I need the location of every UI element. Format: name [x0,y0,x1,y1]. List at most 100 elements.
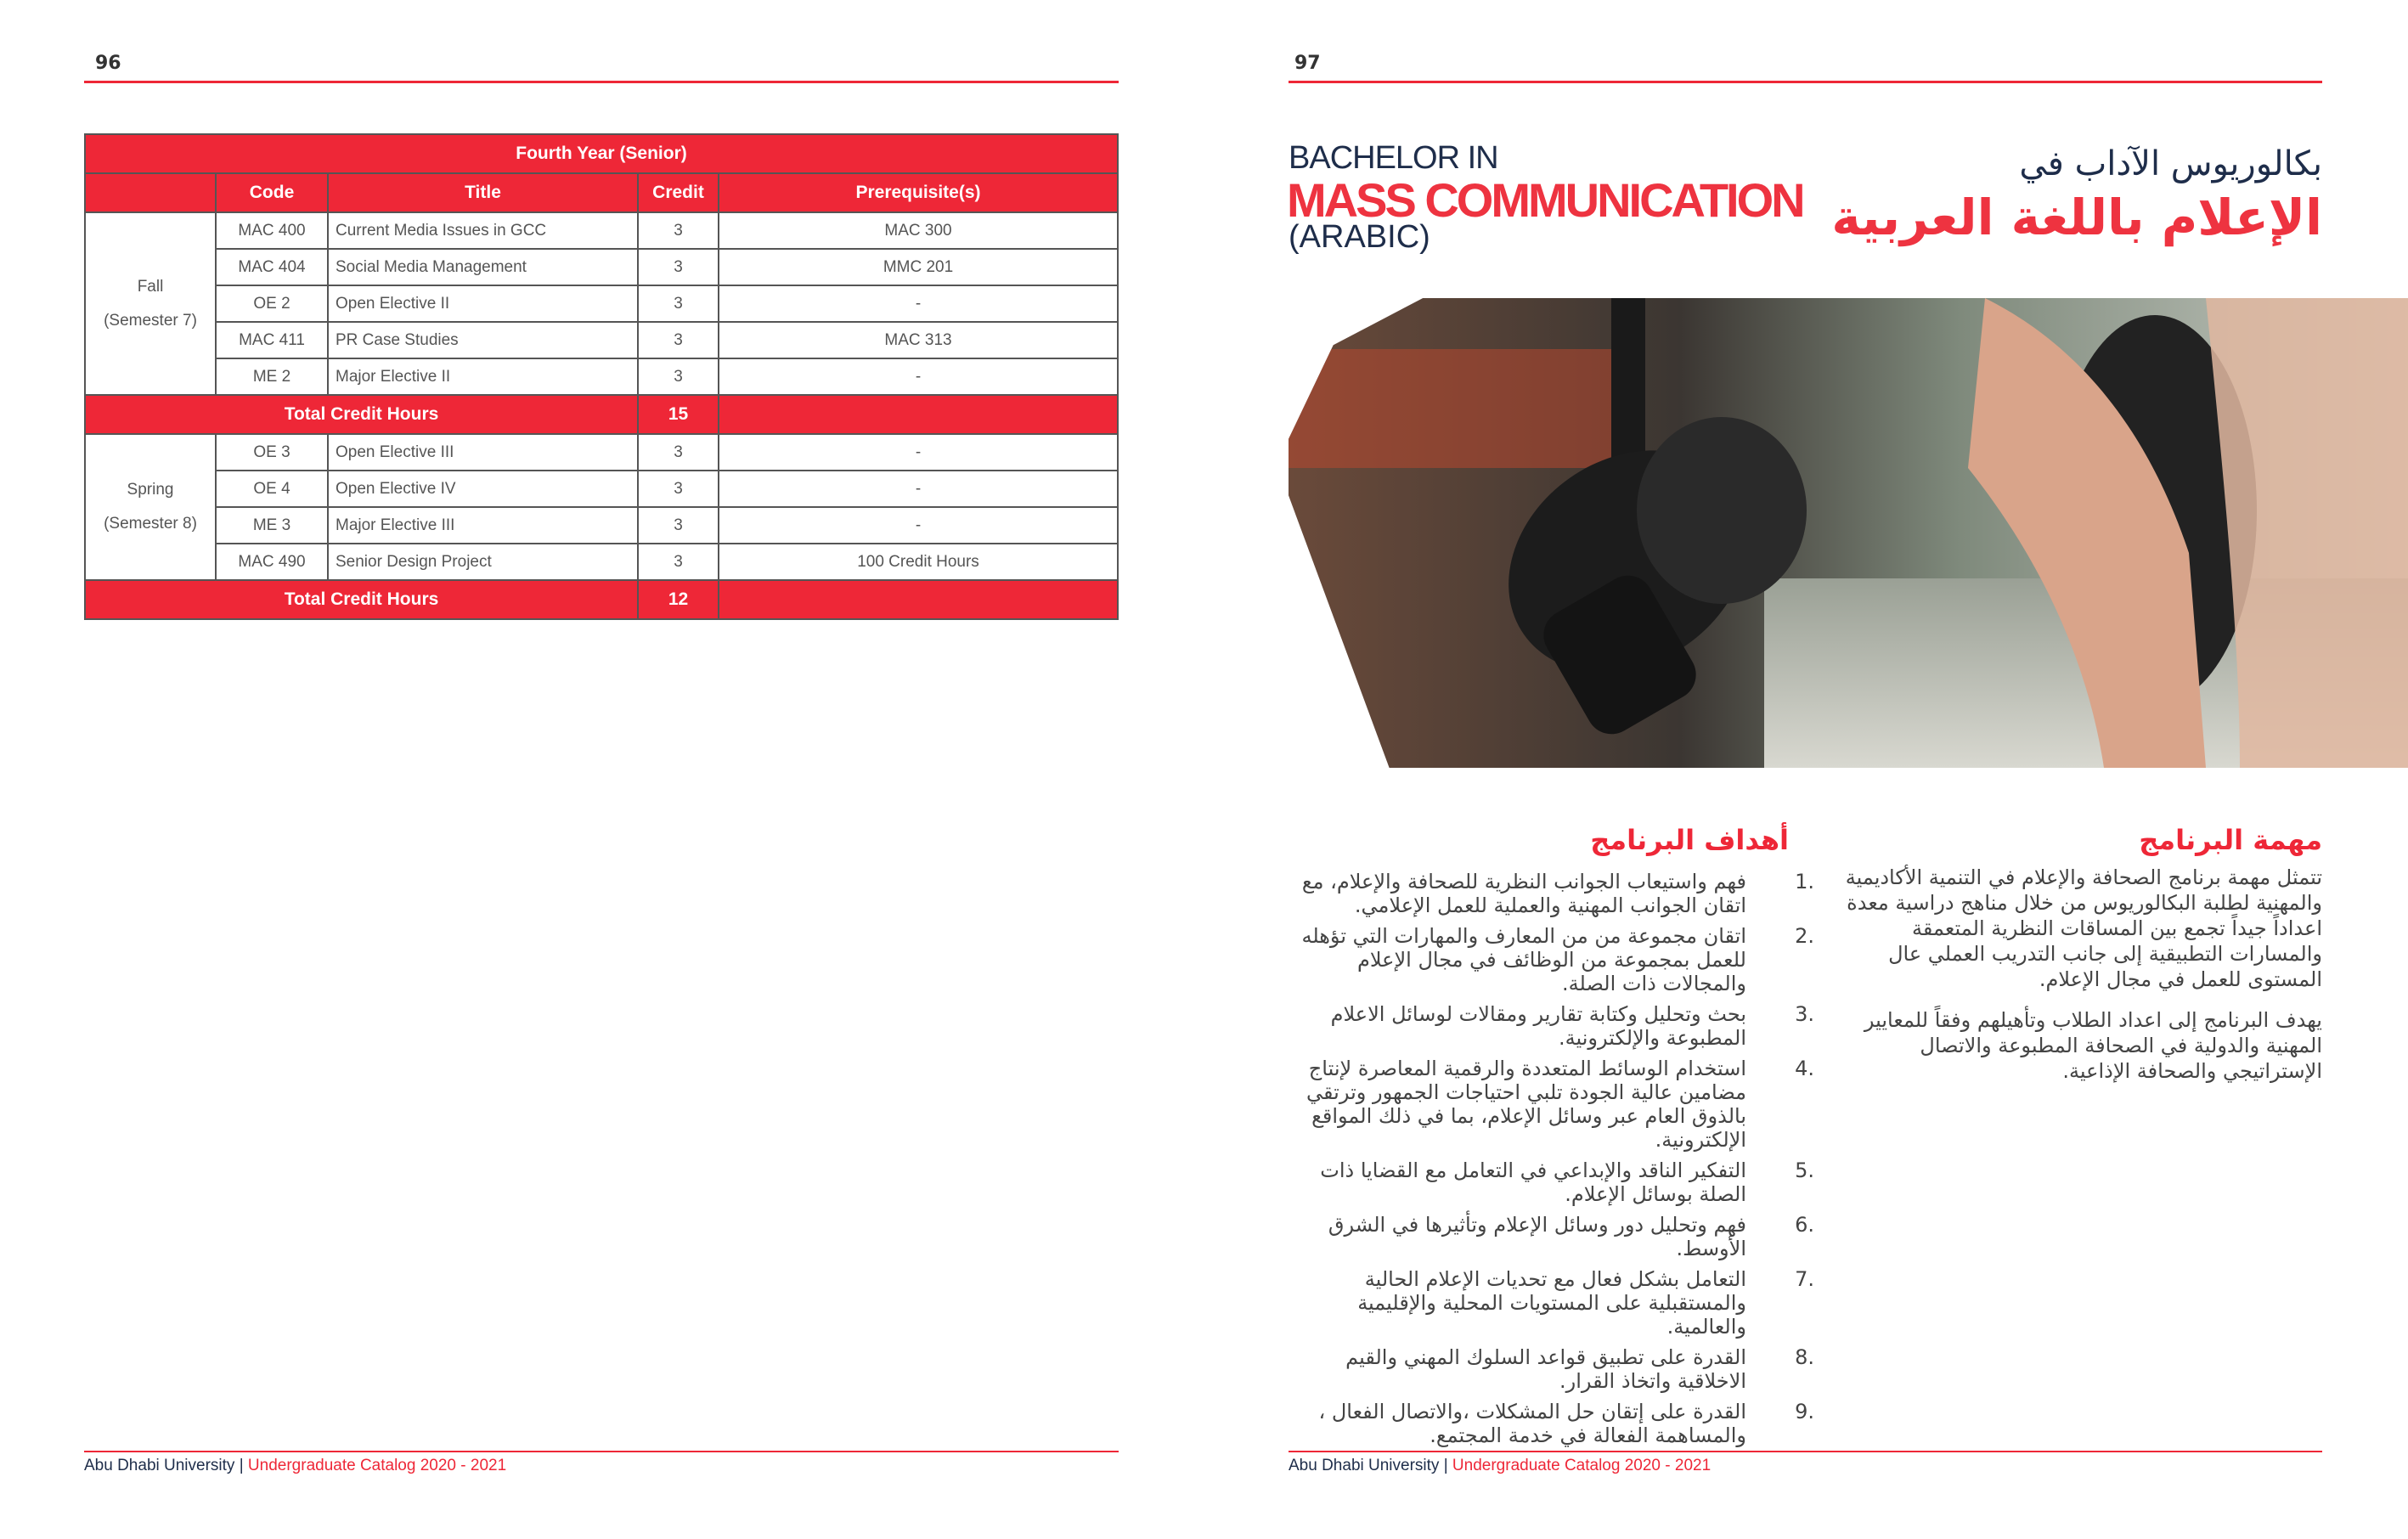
course-code: MAC 490 [215,543,329,581]
course-credit: 3 [637,470,719,508]
objective-text: القدرة على إتقان حل المشكلات ،والاتصال ا… [1318,1400,1746,1447]
objective-number: 2. [1795,924,1814,948]
course-credit: 3 [637,543,719,581]
course-code: OE 4 [215,470,329,508]
objectives-heading: أهداف البرنامج [1590,824,1789,856]
footer-separator: | [1443,1457,1448,1474]
course-prereq: - [718,506,1119,544]
objective-item: 1. فهم واستيعاب الجوانب النظرية للصحافة … [1289,870,1814,917]
course-prereq: MAC 300 [718,211,1119,250]
objective-item: 7. التعامل بشكل فعال مع تحديات الإعلام ا… [1289,1267,1814,1339]
title-en-line1: BACHELOR IN [1289,140,1499,176]
title-en-line3: (ARABIC) [1289,219,1430,255]
microphone-headphones-photo [1289,298,2408,768]
course-credit: 3 [637,433,719,471]
course-title: Social Media Management [327,248,639,286]
mission-paragraph-2: يهدف البرنامج إلى اعداد الطلاب وتأهيلهم … [1864,1008,2322,1083]
footer-separator: | [239,1457,244,1474]
header-credit: Credit [637,172,719,213]
course-code: ME 2 [215,358,329,396]
course-prereq: - [718,470,1119,508]
objective-number: 1. [1795,870,1814,894]
objective-number: 7. [1795,1267,1814,1291]
total-row: Total Credit Hours 12 [84,579,1119,620]
objective-text: فهم واستيعاب الجوانب النظرية للصحافة وال… [1301,870,1746,917]
course-title: Major Elective II [327,358,639,396]
course-prereq: MMC 201 [718,248,1119,286]
table-row: Fall (Semester 7) MAC 400 Current Media I… [84,211,1119,396]
objective-number: 9. [1795,1400,1814,1423]
total-value: 12 [637,579,719,620]
course-credit: 3 [637,285,719,323]
semester-name: Spring [127,481,174,499]
total-label: Total Credit Hours [84,579,639,620]
table-row: MAC 411 PR Case Studies 3 MAC 313 [85,321,1119,359]
table-row: OE 4 Open Elective IV 3 - [85,470,1119,508]
course-prereq: MAC 313 [718,321,1119,359]
footer-right: Abu Dhabi University | Undergraduate Cat… [1289,1457,1711,1475]
table-row: MAC 404 Social Media Management 3 MMC 20… [85,248,1119,286]
course-title: PR Case Studies [327,321,639,359]
header-rule-left [84,81,1119,83]
footer-university: Abu Dhabi University [84,1457,235,1474]
course-credit: 3 [637,506,719,544]
course-credit: 3 [637,211,719,250]
course-title: Open Elective IV [327,470,639,508]
footer-left: Abu Dhabi University | Undergraduate Cat… [84,1457,506,1475]
course-prereq: 100 Credit Hours [718,543,1119,581]
objective-item: 2. اتقان مجموعة من من المعارف والمهارات … [1289,924,1814,995]
course-code: ME 3 [215,506,329,544]
course-title: Open Elective III [327,433,639,471]
course-code: MAC 404 [215,248,329,286]
course-code: MAC 400 [215,211,329,250]
objective-item: 8. القدرة على تطبيق قواعد السلوك المهني … [1289,1345,1814,1393]
table-row: MAC 490 Senior Design Project 3 100 Cred… [85,543,1119,581]
header-prereq: Prerequisite(s) [718,172,1119,213]
footer-catalog: Undergraduate Catalog 2020 - 2021 [1452,1457,1712,1474]
objective-text: بحث وتحليل وكتابة تقارير ومقالات لوسائل … [1330,1002,1746,1050]
objective-text: استخدام الوسائط المتعددة والرقمية المعاص… [1306,1057,1746,1152]
course-credit: 3 [637,358,719,396]
course-title: Major Elective III [327,506,639,544]
footer-university: Abu Dhabi University [1289,1457,1440,1474]
header-code: Code [215,172,329,213]
page-number-right: 97 [1294,53,1321,74]
header-rule-right [1289,81,2322,83]
objective-text: اتقان مجموعة من من المعارف والمهارات الت… [1301,924,1746,995]
footer-rule-left [84,1451,1119,1452]
table-row: ME 2 Major Elective II 3 - [85,358,1119,396]
objective-text: القدرة على تطبيق قواعد السلوك المهني وال… [1345,1345,1746,1393]
page-number-left: 96 [95,53,121,74]
semester-sub: (Semester 7) [104,311,197,330]
header-title: Title [327,172,639,213]
objectives-list: 1. فهم واستيعاب الجوانب النظرية للصحافة … [1289,870,1814,1454]
course-prereq: - [718,285,1119,323]
objective-number: 3. [1795,1002,1814,1026]
objective-text: التعامل بشكل فعال مع تحديات الإعلام الحا… [1357,1267,1746,1339]
total-row: Total Credit Hours 15 [84,394,1119,435]
objective-number: 4. [1795,1057,1814,1080]
course-prereq: - [718,433,1119,471]
course-title: Open Elective II [327,285,639,323]
footer-catalog: Undergraduate Catalog 2020 - 2021 [247,1457,507,1474]
total-label: Total Credit Hours [84,394,639,435]
objective-number: 8. [1795,1345,1814,1369]
curriculum-table: Fourth Year (Senior) Code Title Credit P… [84,133,1119,620]
title-ar-line2: الإعلام باللغة العربية [1831,189,2322,246]
total-empty [718,579,1119,620]
title-en-line2: MASS COMMUNICATION [1287,173,1806,227]
objective-item: 6. فهم وتحليل دور وسائل الإعلام وتأثيرها… [1289,1213,1814,1260]
header-semester [84,172,217,213]
table-title: Fourth Year (Senior) [84,133,1119,174]
semester-name: Fall [137,277,164,296]
mission-heading: مهمة البرنامج [2139,824,2322,856]
semester-cell: Spring (Semester 8) [84,433,217,581]
objective-item: 4. استخدام الوسائط المتعددة والرقمية الم… [1289,1057,1814,1152]
objective-number: 6. [1795,1213,1814,1237]
footer-rule-right [1289,1451,2322,1452]
total-value: 15 [637,394,719,435]
course-credit: 3 [637,321,719,359]
course-credit: 3 [637,248,719,286]
table-row: ME 3 Major Elective III 3 - [85,506,1119,544]
mission-section: مهمة البرنامج تتمثل مهمة برنامج الصحافة … [1828,824,2322,1099]
